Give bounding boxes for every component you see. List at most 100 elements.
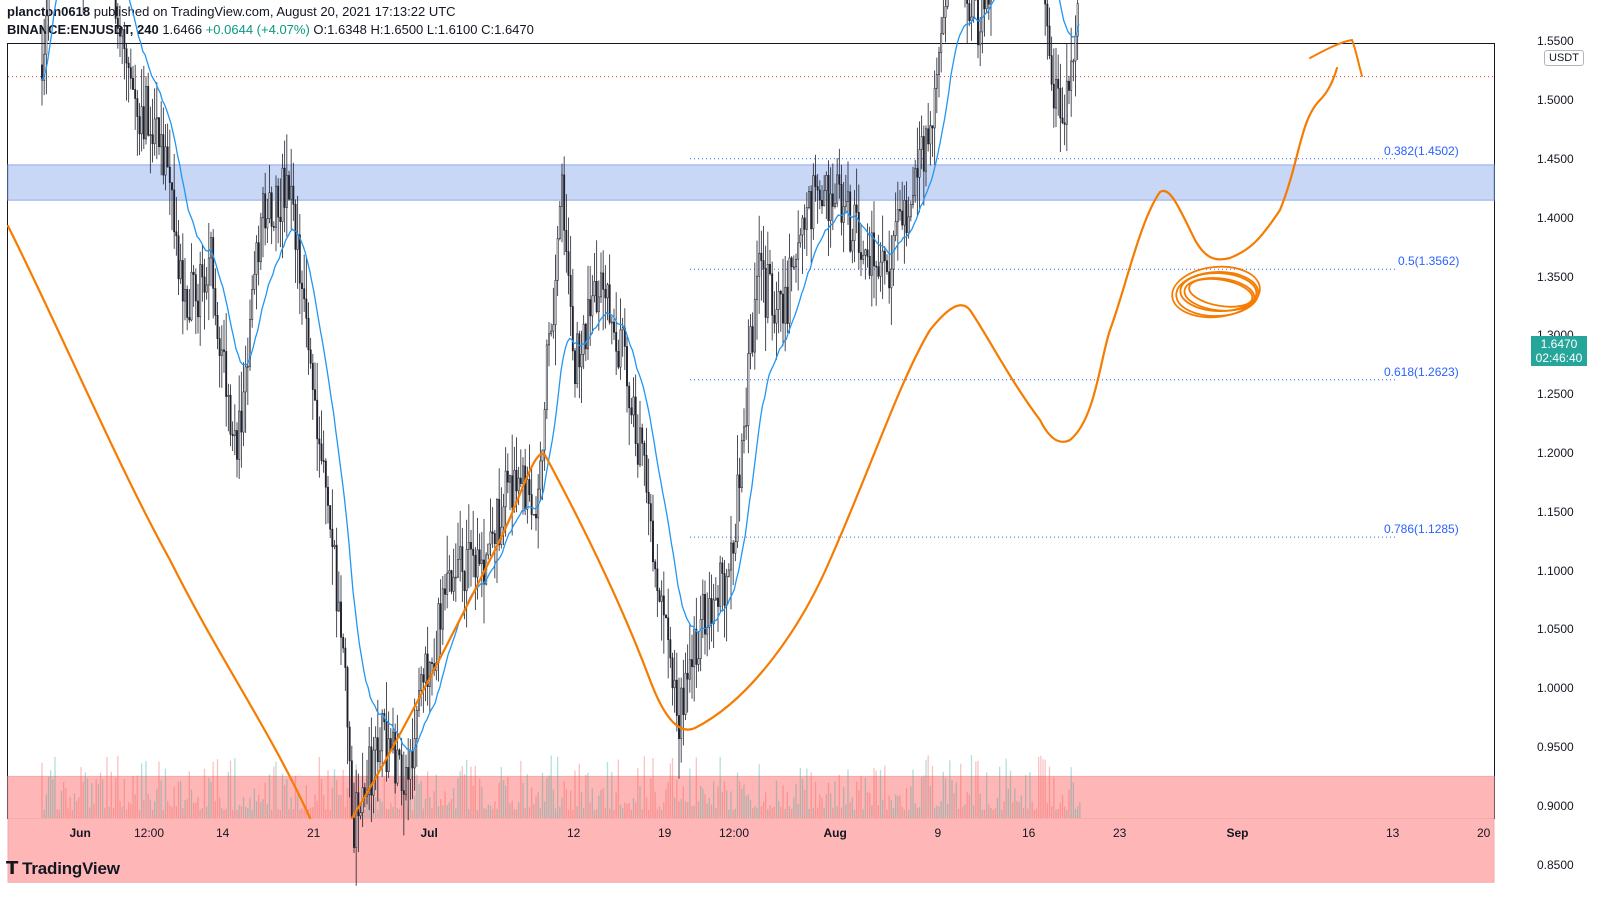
candle-body [979, 31, 982, 46]
volume-bar [658, 806, 661, 818]
volume-bar [882, 799, 884, 818]
volume-bar [485, 808, 487, 818]
volume-bar [983, 809, 986, 818]
tradingview-logo[interactable]: 𝗧 TradingView [6, 858, 120, 879]
volume-bar [674, 797, 676, 818]
candle-body [329, 505, 332, 530]
candle-body [753, 299, 756, 353]
candle-body [619, 329, 622, 368]
volume-bar [1070, 767, 1072, 818]
volume-bar [890, 800, 892, 818]
volume-bar [130, 803, 132, 818]
volume-bar [1007, 788, 1009, 818]
volume-bar [290, 797, 292, 818]
volume-bar [1048, 766, 1051, 818]
volume-bar [201, 807, 203, 818]
candle-body [1076, 3, 1079, 37]
currency-unit[interactable]: USDT [1544, 50, 1584, 66]
circle-mark [1175, 271, 1260, 317]
candle-body [909, 204, 912, 218]
candle-body [738, 474, 741, 488]
volume-bar [853, 809, 856, 818]
price-tick-label: 0.9500 [1537, 740, 1574, 754]
price-tick-label: 1.1000 [1537, 563, 1574, 578]
candle-body [548, 333, 550, 346]
volume-bar [996, 797, 999, 818]
volume-bar [342, 769, 344, 818]
volume-bar [994, 808, 996, 818]
candle-body [641, 427, 644, 444]
price-tick-label: 1.2500 [1537, 387, 1574, 402]
candle-body [348, 726, 351, 762]
candle-body [394, 731, 397, 784]
volume-bar [132, 775, 134, 818]
volume-bar [856, 781, 858, 818]
candle-body [229, 394, 232, 435]
volume-bar [635, 802, 637, 818]
candle-body [985, 0, 988, 10]
volume-bar [630, 809, 632, 818]
candle-body [489, 531, 492, 545]
volume-bar [60, 790, 63, 818]
price-tick-label: 1.5000 [1537, 93, 1574, 108]
support-zone [7, 164, 1495, 201]
volume-bar [43, 809, 45, 818]
volume-bar [864, 777, 866, 818]
volume-bar [496, 808, 498, 818]
time-tick-label: 12:00 [719, 826, 750, 840]
volume-bar [418, 784, 420, 818]
candle-body [463, 571, 466, 592]
candle-body [179, 260, 182, 280]
candle-body [743, 426, 745, 442]
volume-bar [693, 805, 695, 818]
candle-body [190, 271, 193, 321]
volume-bar [981, 809, 983, 818]
candle-body [526, 479, 529, 510]
candle-body [162, 134, 165, 176]
volume-bar [572, 809, 574, 818]
candle-body [1063, 122, 1066, 125]
volume-bar [591, 788, 593, 818]
candle-body [914, 168, 917, 197]
candle-body [357, 792, 360, 817]
candle-body [801, 217, 804, 236]
volume-bar [918, 807, 921, 818]
volume-bar [411, 809, 414, 818]
volume-bar [489, 805, 492, 818]
volume-bar [769, 805, 771, 818]
candle-body [784, 286, 787, 324]
candle-body [825, 175, 828, 191]
candle-body [983, 0, 986, 10]
candle-body [838, 174, 841, 185]
candle-body [695, 628, 698, 665]
candle-body [719, 562, 722, 607]
candle-body [864, 249, 867, 256]
volume-bar [1005, 758, 1007, 818]
volume-bar [45, 794, 47, 818]
volume-bar [953, 793, 955, 818]
volume-bar [851, 797, 853, 818]
volume-bar [927, 755, 929, 818]
volume-bar [808, 809, 810, 818]
volume-bar [544, 801, 546, 818]
candle-body [591, 295, 594, 317]
volume-bar [977, 760, 979, 818]
volume-bar [719, 756, 721, 818]
volume-bar [424, 798, 427, 818]
volume-bar [398, 809, 401, 818]
volume-bar [533, 804, 535, 818]
candle-body [1070, 60, 1073, 91]
candle-body [376, 737, 379, 763]
candle-body [498, 498, 501, 545]
volume-bar [448, 802, 450, 818]
volume-bar [93, 803, 95, 818]
candle-body [281, 167, 284, 222]
symbol-header: BINANCE:ENJUSDT, 240 1.6466 +0.0644 (+4.… [7, 22, 534, 37]
volume-bar [780, 806, 782, 818]
volume-bar [498, 782, 500, 818]
candle-body [244, 366, 247, 393]
candle-body [155, 117, 158, 120]
volume-bar [975, 761, 977, 818]
volume-bar [775, 780, 778, 818]
